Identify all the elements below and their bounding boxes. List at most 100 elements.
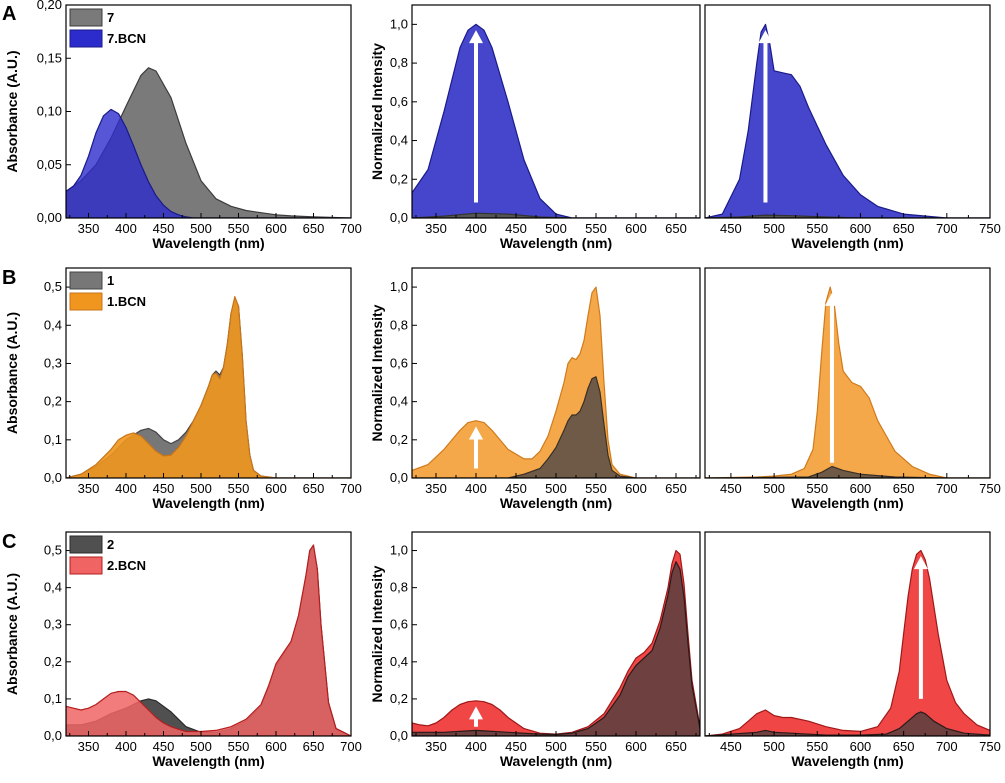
series-group (66, 67, 351, 218)
series-group (412, 23, 700, 218)
y-tick-label: 0,2 (44, 654, 62, 669)
x-tick-label: 550 (228, 739, 250, 754)
y-tick-label: 0,0 (390, 470, 408, 485)
series-group (412, 286, 700, 478)
chart-B-abs: 350 400 450 500 550 600 650 700 0,0 0,1 0,2 0,3 0,4 0… (4, 267, 362, 511)
x-tick-label: 500 (763, 739, 785, 754)
x-axis-label: Wavelength (nm) (152, 753, 264, 769)
x-tick-label: 650 (303, 481, 325, 496)
y-axis-label: Absorbance (A.U.) (4, 50, 20, 172)
x-tick-label: 550 (228, 481, 250, 496)
series-area-1-BCN (705, 286, 990, 478)
legend-label: 2.BCN (107, 558, 146, 573)
x-tick-label: 350 (78, 221, 100, 236)
x-tick-label: 450 (153, 739, 175, 754)
series-group (66, 296, 351, 478)
legend-label: 7 (107, 10, 114, 25)
series-area-7 (705, 214, 990, 218)
legend-swatch (69, 535, 103, 554)
y-tick-label: 0,6 (390, 355, 408, 370)
x-tick-label: 700 (936, 739, 958, 754)
plot-frame (65, 267, 352, 479)
y-tick-label: 0,3 (44, 617, 62, 632)
x-tick-label: 600 (850, 739, 872, 754)
x-tick-label: 400 (115, 739, 137, 754)
chart-B-em1: 350 400 450 500 550 600 650 0,0 0,2 0,4 0,6 0,8 1,0 W… (369, 267, 701, 511)
legend-label: 7.BCN (107, 31, 146, 46)
legend-swatch (69, 29, 103, 48)
x-tick-label: 400 (115, 481, 137, 496)
x-tick-label: 700 (340, 739, 362, 754)
x-tick-label: 500 (763, 481, 785, 496)
series-group (66, 544, 351, 736)
legend: 1 1.BCN (69, 271, 146, 311)
y-tick-label: 0,05 (37, 157, 62, 172)
x-axis-label: Wavelength (nm) (152, 235, 264, 251)
x-tick-label: 450 (720, 739, 742, 754)
intensity-arrow (469, 706, 483, 727)
chart-A-em1: 350 400 450 500 550 600 650 0,0 0,2 0,4 0,6 0,8 1,0 W… (369, 4, 701, 251)
x-tick-label: 700 (936, 221, 958, 236)
x-tick-label: 500 (545, 221, 567, 236)
x-tick-label: 650 (893, 221, 915, 236)
x-tick-label: 600 (265, 739, 287, 754)
y-tick-label: 0,20 (37, 0, 62, 12)
chart-A-em2: 450 500 550 600 650 700 750 Wavelength (nm) (704, 4, 1001, 251)
intensity-arrow (913, 556, 928, 699)
x-tick-label: 550 (806, 221, 828, 236)
x-tick-label: 650 (665, 481, 687, 496)
x-tick-label: 650 (303, 221, 325, 236)
series-group (412, 549, 700, 736)
x-tick-label: 600 (625, 221, 647, 236)
legend-label: 1 (107, 273, 114, 288)
x-tick-label: 450 (720, 221, 742, 236)
y-tick-label: 0,4 (44, 580, 62, 595)
x-axis-label: Wavelength (nm) (500, 495, 612, 511)
x-tick-label: 350 (425, 481, 447, 496)
x-tick-label: 600 (625, 739, 647, 754)
x-tick-label: 650 (893, 739, 915, 754)
y-tick-label: 0,4 (390, 394, 408, 409)
y-tick-label: 0,2 (44, 394, 62, 409)
y-tick-label: 0,4 (390, 654, 408, 669)
y-tick-label: 0,2 (390, 691, 408, 706)
y-tick-label: 0,0 (390, 728, 408, 743)
legend: 2 2.BCN (69, 535, 146, 575)
y-tick-label: 1,0 (390, 16, 408, 31)
y-tick-label: 0,2 (390, 432, 408, 447)
y-tick-label: 0,8 (390, 55, 408, 70)
x-tick-label: 500 (190, 739, 212, 754)
series-area-1 (412, 376, 700, 478)
chart-C-em1: 350 400 450 500 550 600 650 0,0 0,2 0,4 0,6 0,8 1,0 W… (369, 531, 701, 769)
x-tick-label: 750 (979, 481, 1001, 496)
chart-C-em2: 450 500 550 600 650 700 750 Wavelength (nm) (704, 531, 1001, 769)
x-tick-label: 350 (425, 221, 447, 236)
x-tick-label: 600 (265, 221, 287, 236)
y-tick-label: 1,0 (390, 279, 408, 294)
y-tick-label: 0,10 (37, 104, 62, 119)
x-axis-label: Wavelength (nm) (500, 235, 612, 251)
y-axis-label: Normalized Intensity (369, 304, 385, 441)
x-tick-label: 450 (505, 221, 527, 236)
series-area-7 (412, 212, 700, 218)
x-tick-label: 500 (545, 739, 567, 754)
x-tick-label: 400 (465, 739, 487, 754)
y-tick-label: 0,6 (390, 94, 408, 109)
y-tick-label: 0,1 (44, 691, 62, 706)
x-tick-label: 600 (265, 481, 287, 496)
x-axis-label: Wavelength (nm) (500, 753, 612, 769)
x-tick-label: 550 (585, 739, 607, 754)
x-tick-label: 650 (303, 739, 325, 754)
x-axis-label: Wavelength (nm) (791, 235, 903, 251)
x-tick-label: 500 (190, 481, 212, 496)
chart-A-abs: 350 400 450 500 550 600 650 700 0,00 0,05 0,10 0,15… (4, 0, 362, 251)
y-tick-label: 0,6 (390, 617, 408, 632)
x-tick-label: 750 (979, 221, 1001, 236)
x-tick-label: 500 (763, 221, 785, 236)
legend-swatch (69, 292, 103, 311)
panel-label-A: A (2, 3, 16, 25)
x-tick-label: 600 (850, 481, 872, 496)
series-area-7-BCN (705, 23, 990, 218)
y-tick-label: 0,3 (44, 355, 62, 370)
